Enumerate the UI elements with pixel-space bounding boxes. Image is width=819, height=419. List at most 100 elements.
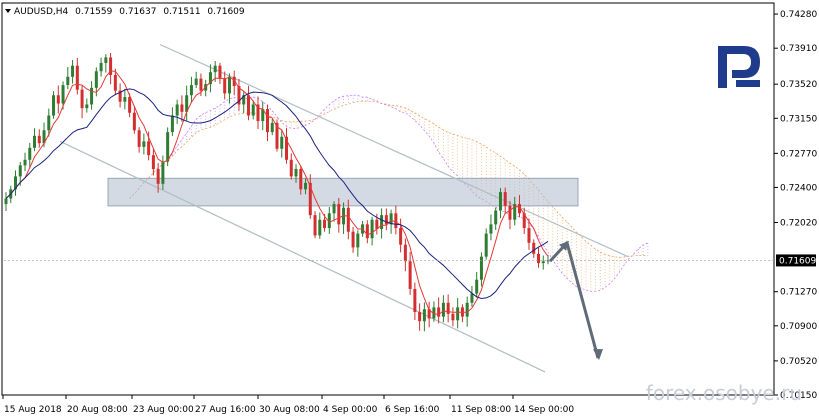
open-value: 0.71559 bbox=[75, 7, 112, 17]
low-value: 0.71511 bbox=[163, 7, 200, 17]
candle-body bbox=[180, 104, 184, 112]
candle-body bbox=[484, 233, 488, 257]
candle-body bbox=[242, 95, 246, 105]
candle-body bbox=[451, 313, 455, 321]
candle-body bbox=[265, 109, 269, 133]
candle-body bbox=[527, 228, 531, 243]
candle-body bbox=[465, 302, 469, 317]
candle-body bbox=[546, 260, 550, 262]
candle-body bbox=[156, 169, 160, 184]
candle-body bbox=[47, 115, 51, 131]
candle-body bbox=[384, 215, 388, 225]
channel-lower bbox=[59, 140, 546, 373]
candle-body bbox=[251, 104, 255, 116]
candle-body bbox=[175, 104, 179, 116]
trend-channel bbox=[59, 43, 629, 373]
x-tick-label: 23 Aug 00:00 bbox=[133, 405, 194, 415]
y-tick-label: 0.70150 bbox=[780, 391, 817, 401]
y-tick-label: 0.74280 bbox=[780, 10, 817, 20]
y-tick-label: 0.71270 bbox=[780, 288, 817, 298]
ichimoku-cloud bbox=[129, 94, 649, 292]
candle-body bbox=[94, 71, 98, 88]
candle-body bbox=[52, 95, 56, 116]
candle-body bbox=[517, 204, 521, 214]
candle-body bbox=[199, 78, 203, 91]
x-tick-label: 20 Aug 08:00 bbox=[67, 405, 128, 415]
candle-body bbox=[85, 104, 89, 109]
candle-body bbox=[437, 307, 441, 317]
x-tick-label: 30 Aug 08:00 bbox=[259, 405, 320, 415]
candle-body bbox=[56, 95, 60, 104]
candle-body bbox=[456, 307, 460, 321]
candle-body bbox=[403, 244, 407, 262]
y-tick-label: 0.73910 bbox=[780, 44, 817, 54]
candle-body bbox=[432, 307, 436, 319]
y-tick-label: 0.70900 bbox=[780, 322, 817, 332]
candle-body bbox=[113, 74, 117, 91]
candle-body bbox=[246, 95, 250, 116]
candle-body bbox=[4, 198, 8, 205]
candle-body bbox=[308, 182, 312, 216]
candle-body bbox=[280, 136, 284, 149]
candle-body bbox=[123, 97, 127, 102]
candle-body bbox=[109, 57, 113, 75]
candle-body bbox=[261, 109, 265, 122]
candle-body bbox=[256, 104, 260, 122]
candle-body bbox=[418, 311, 422, 322]
last-price-box bbox=[776, 254, 816, 267]
candle-body bbox=[71, 65, 75, 77]
candle-body bbox=[389, 213, 393, 225]
candle-body bbox=[128, 97, 132, 113]
candle-body bbox=[137, 130, 141, 147]
candle-body bbox=[498, 192, 502, 211]
candle-body bbox=[218, 65, 222, 79]
candle-body bbox=[223, 78, 227, 94]
candle-body bbox=[299, 169, 303, 190]
y-tick-label: 0.73520 bbox=[780, 80, 817, 90]
candle-body bbox=[337, 204, 341, 225]
candle-body bbox=[227, 76, 231, 94]
candle-body bbox=[422, 309, 426, 322]
x-tick-label: 15 Aug 2018 bbox=[4, 405, 62, 415]
candle-body bbox=[541, 261, 545, 264]
candle-body bbox=[532, 242, 536, 254]
candle-body bbox=[327, 213, 331, 229]
candle-body bbox=[356, 233, 360, 248]
x-axis: 15 Aug 2018 20 Aug 08:00 23 Aug 00:00 27 Au… bbox=[2, 395, 574, 415]
candle-body bbox=[332, 204, 336, 214]
arrow-head-down-icon bbox=[593, 349, 603, 361]
candle-body bbox=[90, 87, 94, 105]
dropdown-triangle-icon[interactable] bbox=[5, 9, 11, 13]
candle-body bbox=[66, 76, 70, 86]
fast-ma-line bbox=[5, 70, 549, 316]
brand-logo-icon bbox=[718, 46, 760, 88]
x-tick-label: 11 Sep 08:00 bbox=[451, 405, 511, 415]
moving-averages bbox=[5, 70, 549, 316]
candle-body bbox=[213, 65, 217, 73]
candle-body bbox=[33, 135, 37, 148]
candle-body bbox=[536, 253, 540, 264]
x-tick-label: 27 Aug 16:00 bbox=[195, 405, 256, 415]
forecast-arrows bbox=[548, 240, 603, 361]
high-value: 0.71637 bbox=[119, 7, 156, 17]
candle-body bbox=[470, 293, 474, 303]
y-tick-label: 0.70520 bbox=[780, 357, 817, 367]
x-tick-label: 4 Sep 00:00 bbox=[323, 405, 378, 415]
candle-body bbox=[80, 89, 84, 109]
candle-body bbox=[28, 147, 32, 160]
candle-body bbox=[479, 256, 483, 280]
candle-body bbox=[285, 136, 289, 160]
candle-body bbox=[370, 219, 374, 239]
candle-body bbox=[104, 57, 108, 63]
candle-body bbox=[489, 224, 493, 234]
candle-body bbox=[522, 213, 526, 229]
candle-body bbox=[208, 72, 212, 85]
candle-body bbox=[304, 182, 308, 190]
candle-body bbox=[346, 207, 350, 232]
slow-ma-line bbox=[5, 88, 549, 300]
candle-body bbox=[380, 215, 384, 229]
candle-body bbox=[142, 141, 146, 147]
y-tick-label: 0.72400 bbox=[780, 183, 817, 193]
candle-body bbox=[132, 112, 136, 131]
